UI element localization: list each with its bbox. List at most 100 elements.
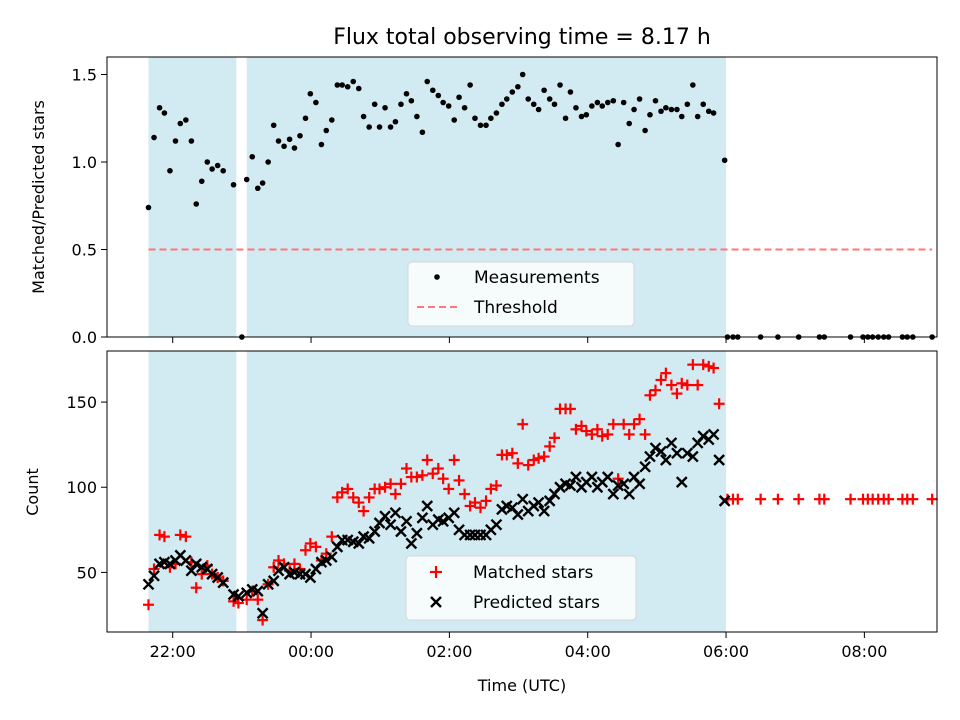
measurements-point: [615, 141, 621, 148]
bottom-y-tick-label: 150: [66, 393, 97, 412]
matched-stars-point: [612, 473, 624, 485]
measurements-point: [297, 132, 303, 139]
measurements-point: [493, 110, 500, 116]
predicted-stars-point: [206, 568, 218, 580]
measurements-point: [145, 204, 152, 211]
matched-stars-point: [634, 413, 646, 425]
top-legend-box: [407, 261, 635, 327]
measurements-point: [530, 101, 537, 108]
matched-stars-point: [300, 544, 312, 556]
predicted-stars-point: [240, 586, 253, 599]
predicted-stars-point: [251, 585, 264, 597]
predicted-stars-point: [352, 537, 365, 550]
predicted-stars-point: [718, 495, 731, 507]
matched-stars-point: [389, 488, 401, 500]
predicted-stars-point: [400, 515, 413, 528]
matched-stars-point: [533, 452, 545, 464]
measurements-point: [259, 180, 266, 186]
panel-ratio: 0.0 0.5 1.0 1.5 Matched/Predicted stars Mea…: [29, 56, 938, 347]
predicted-stars-point: [686, 450, 699, 463]
matched-stars-point: [180, 531, 192, 543]
measurements-point: [488, 115, 494, 122]
matched-stars-point: [469, 497, 481, 509]
measurements-point: [461, 104, 468, 111]
x-tick-label: 00:00: [288, 642, 334, 661]
matched-stars-point: [655, 374, 667, 386]
predicted-stars-point: [411, 527, 423, 540]
measurements-point: [546, 96, 553, 102]
measurements-point: [721, 157, 728, 164]
measurements-point: [626, 120, 633, 127]
top-legend: Measurements Threshold: [407, 261, 635, 327]
matched-stars-point: [687, 359, 699, 371]
matched-stars-point: [358, 505, 370, 517]
matched-stars-point: [755, 493, 767, 505]
measurements-point: [344, 83, 351, 90]
matched-stars-point: [273, 554, 285, 566]
matched-stars-point: [522, 459, 534, 471]
matched-stars-point: [196, 568, 208, 580]
matched-stars-point: [549, 432, 561, 444]
matched-stars-point: [304, 537, 316, 549]
predicted-stars-point: [331, 540, 344, 553]
predicted-stars-point: [681, 447, 694, 460]
matched-stars-point: [443, 483, 455, 495]
matched-stars-point: [676, 377, 688, 389]
x-tick-label: 04:00: [565, 642, 611, 661]
measurements-point: [562, 115, 569, 122]
matched-stars-point: [336, 486, 348, 498]
matched-stars-point: [703, 360, 715, 372]
matched-stars-point: [586, 428, 598, 440]
matched-stars-point: [628, 418, 640, 430]
matched-stars-point: [575, 420, 587, 432]
matched-stars-point: [158, 531, 170, 543]
measurements-point: [604, 99, 611, 106]
measurements-point: [204, 159, 211, 165]
measurements-point: [307, 90, 314, 97]
matched-stars-point: [772, 493, 784, 505]
measurements-point: [710, 110, 717, 116]
matched-stars-point: [538, 451, 550, 463]
matched-stars-point: [331, 491, 343, 503]
predicted-stars-point: [554, 481, 566, 494]
measurements-point: [631, 106, 637, 113]
predicted-stars-point: [262, 578, 275, 591]
predicted-stars-point: [665, 437, 678, 449]
measurements-point: [589, 103, 595, 109]
legend-predicted-label: Predicted stars: [473, 593, 600, 613]
predicted-stars-point: [384, 518, 397, 531]
measurements-point: [371, 101, 378, 108]
measurements-point: [151, 134, 157, 141]
measurements-point: [663, 104, 669, 111]
matched-stars-point: [190, 582, 202, 594]
matched-stars-point: [907, 493, 919, 505]
predicted-stars-point: [164, 558, 176, 570]
predicted-stars-point: [379, 510, 391, 523]
matched-stars-point: [416, 469, 428, 481]
predicted-stars-point: [464, 529, 476, 541]
matched-stars-point: [793, 493, 805, 505]
matched-stars-point: [570, 423, 582, 435]
top-y-tick-label: 0.5: [72, 241, 97, 260]
measurements-point: [281, 143, 287, 150]
top-shaded-interval-0: [148, 57, 237, 337]
measurements-point: [620, 99, 627, 106]
measurements-point: [557, 82, 563, 88]
measurements-point: [403, 90, 410, 97]
measurements-point: [193, 201, 200, 207]
predicted-stars-point: [512, 508, 524, 521]
predicted-stars-point: [304, 571, 317, 584]
predicted-stars-point: [320, 554, 333, 567]
matched-stars-point: [544, 440, 556, 452]
measurements-point: [668, 106, 675, 113]
matched-stars-point: [602, 428, 614, 440]
matched-stars-point: [697, 359, 709, 371]
predicted-stars-point: [707, 428, 720, 441]
matched-stars-point: [475, 502, 486, 514]
measurements-point: [583, 111, 590, 118]
predicted-stars-point: [389, 506, 402, 519]
matched-stars-point: [607, 418, 619, 430]
matched-stars-point: [252, 594, 264, 606]
matched-stars-point: [257, 614, 269, 626]
